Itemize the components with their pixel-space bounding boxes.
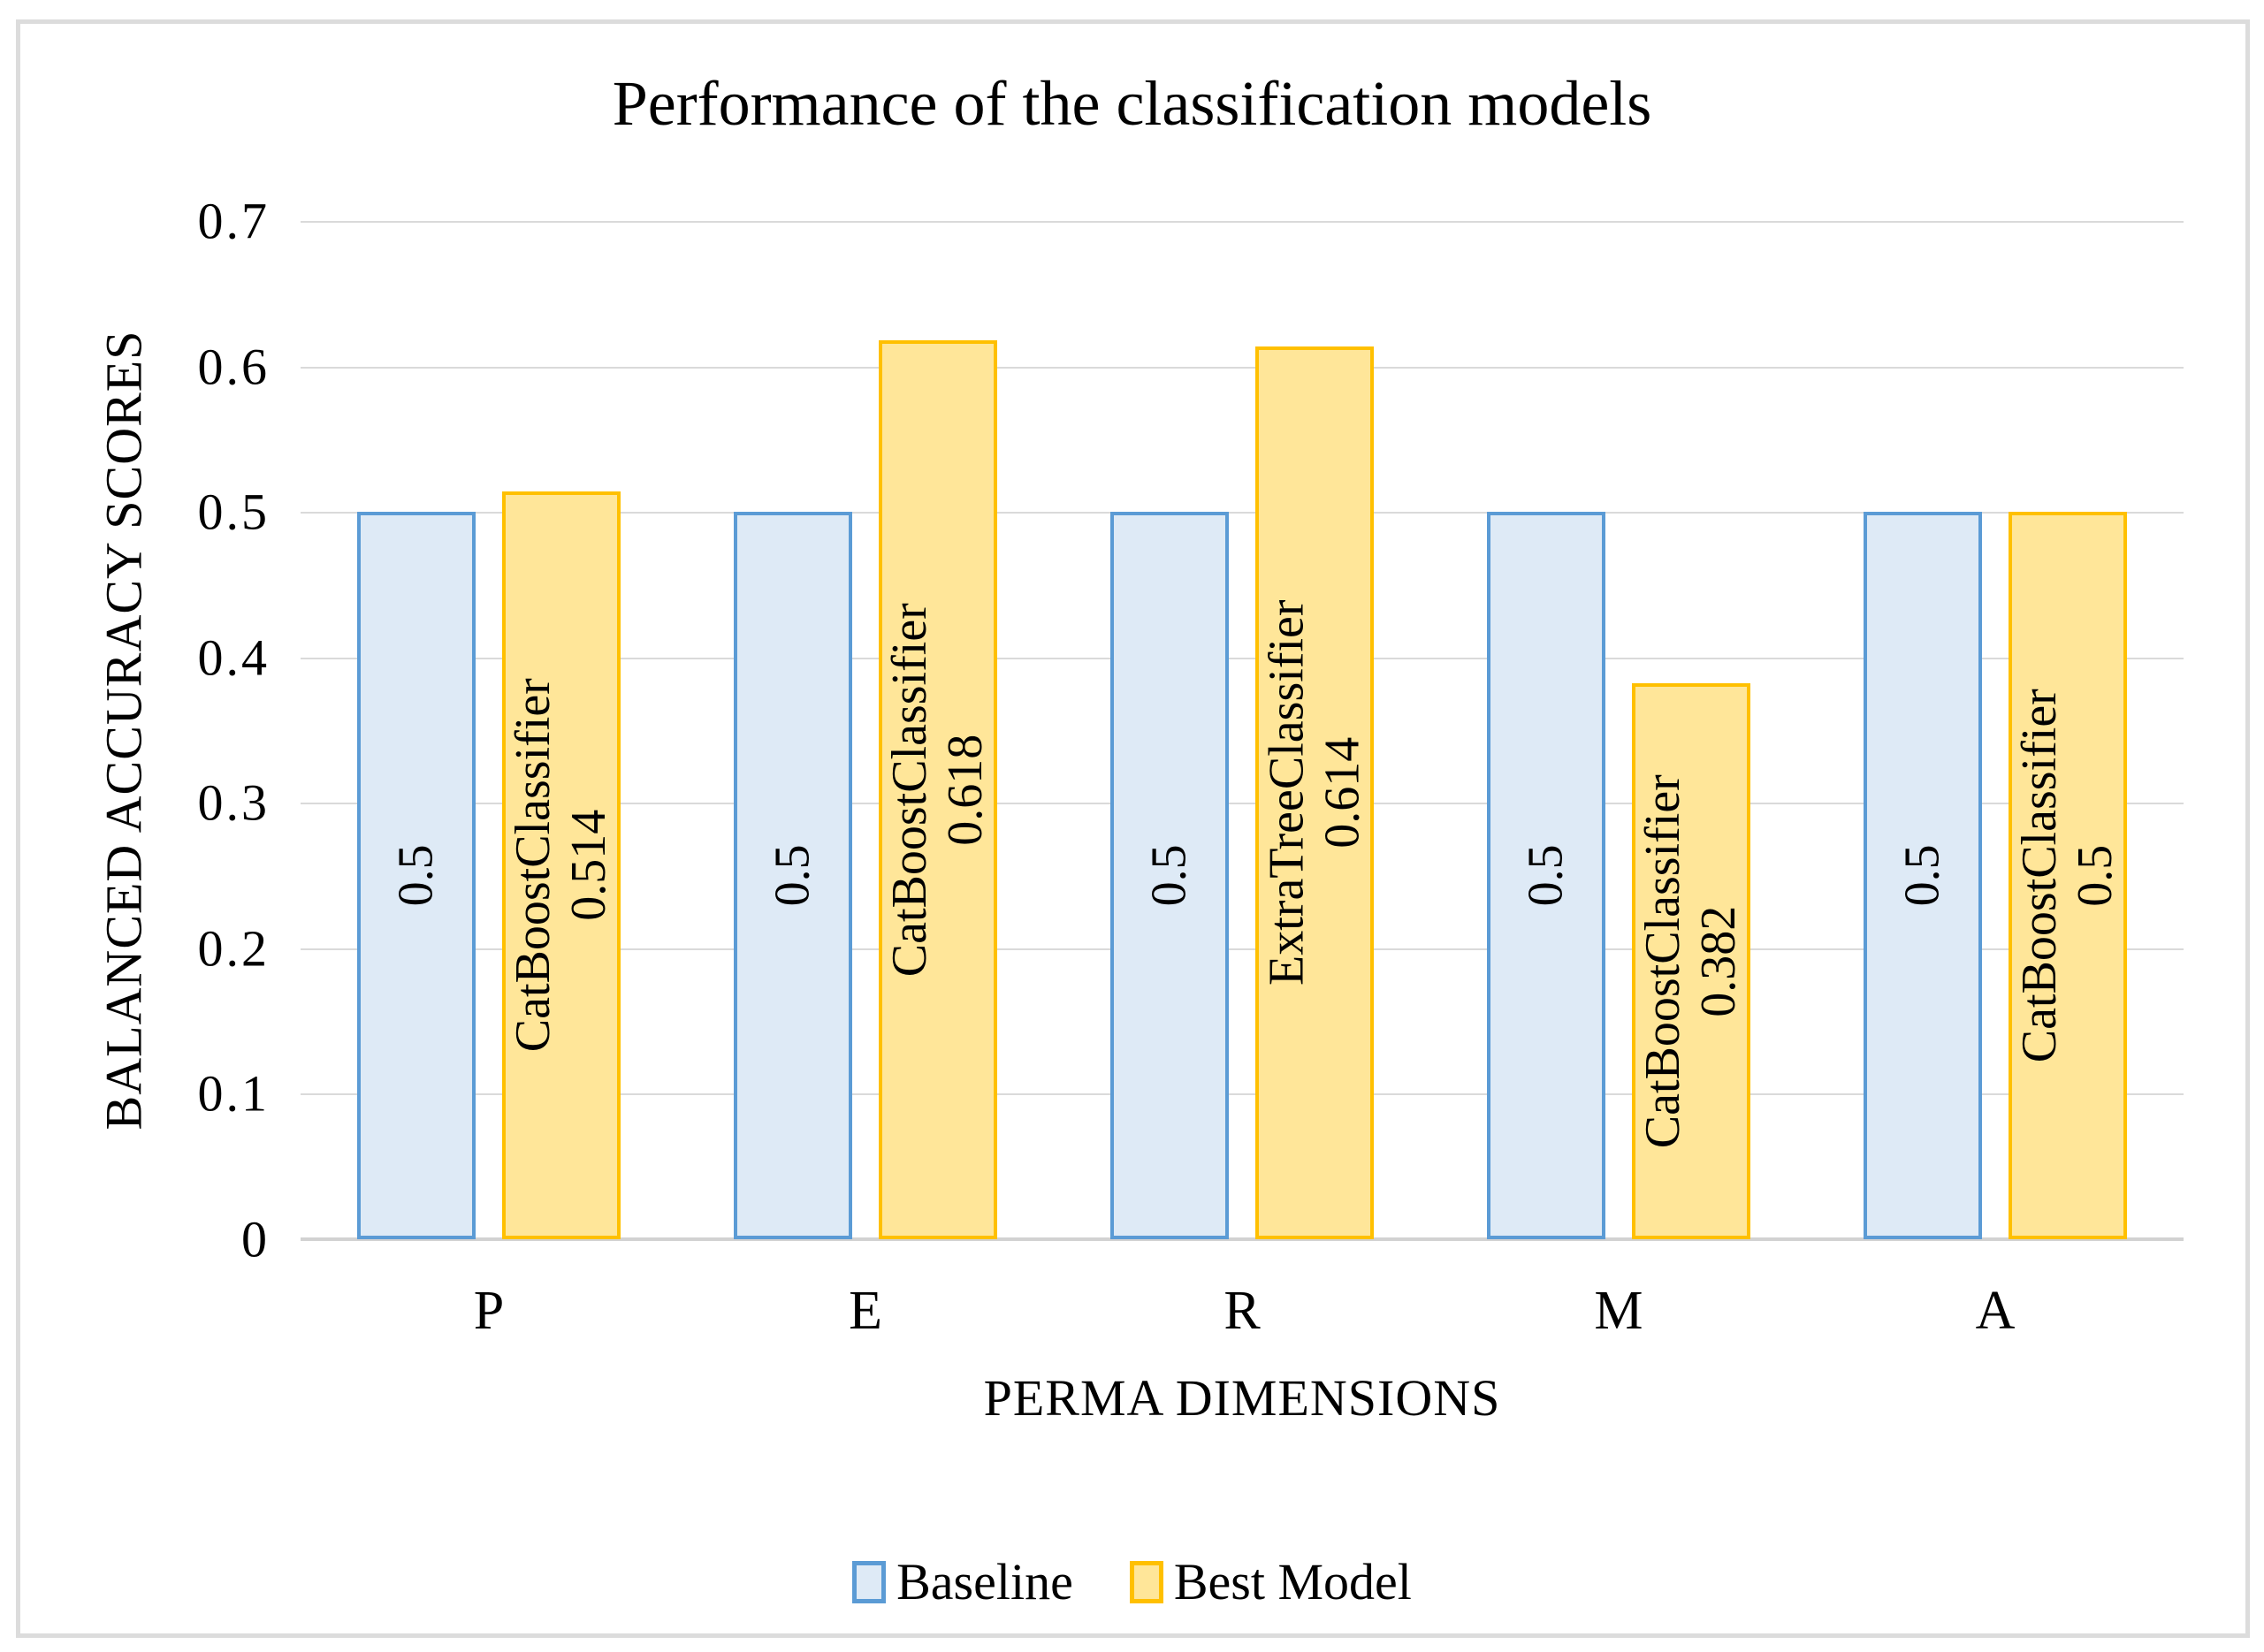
model-name-label: CatBoostClassifier	[1635, 773, 1691, 1149]
model-name-label: CatBoostClassifier	[506, 678, 561, 1053]
bar-best-model-M: CatBoostClassifier 0.382	[1632, 683, 1750, 1239]
legend-label: Best Model	[1173, 1553, 1412, 1610]
gridline	[301, 512, 2184, 514]
y-tick-label: 0.3	[197, 773, 270, 832]
x-tick-label-M: M	[1594, 1281, 1643, 1341]
bar-label-baseline-R: 0.5	[1142, 845, 1198, 907]
x-axis-title: PERMA DIMENSIONS	[983, 1369, 1501, 1427]
bar-baseline-M: 0.5	[1487, 512, 1605, 1239]
gridline	[301, 948, 2184, 950]
x-tick-label-P: P	[473, 1281, 505, 1341]
baseline-value-label: 0.5	[1141, 844, 1197, 907]
bar-label-best-model-P: CatBoostClassifier 0.514	[506, 678, 616, 1052]
model-value-label: 0.618	[938, 734, 993, 846]
gridline	[301, 658, 2184, 659]
gridline	[301, 803, 2184, 804]
legend: Baseline Best Model	[0, 1552, 2264, 1611]
model-value-label: 0.382	[1691, 905, 1746, 1017]
bar-label-best-model-M: CatBoostClassifier 0.382	[1635, 774, 1746, 1148]
x-tick-label-A: A	[1975, 1281, 2016, 1341]
legend-swatch	[1129, 1560, 1163, 1603]
baseline-value-label: 0.5	[765, 844, 820, 907]
y-tick-label: 0.1	[197, 1064, 270, 1123]
baseline-value-label: 0.5	[1518, 844, 1574, 907]
baseline-value-label: 0.5	[388, 844, 444, 907]
bar-label-best-model-E: CatBoostClassifier 0.618	[882, 603, 993, 977]
bar-label-baseline-M: 0.5	[1519, 845, 1574, 907]
gridline	[301, 1093, 2184, 1095]
model-value-label: 0.5	[2068, 844, 2123, 907]
bar-label-best-model-A: CatBoostClassifier 0.5	[2012, 689, 2123, 1062]
model-name-label: CatBoostClassifier	[2012, 688, 2068, 1063]
y-axis-title: BALANCED ACCURACY SCORES	[95, 330, 153, 1131]
bar-label-baseline-E: 0.5	[766, 845, 821, 907]
chart-title: Performance of the classification models	[612, 68, 1652, 139]
bar-best-model-P: CatBoostClassifier 0.514	[502, 491, 621, 1239]
model-name-label: ExtraTreeClassifier	[1259, 599, 1315, 986]
x-tick-label-E: E	[849, 1281, 882, 1341]
bar-baseline-E: 0.5	[734, 512, 852, 1239]
x-axis-line	[301, 1237, 2184, 1241]
y-tick-label: 0.7	[197, 192, 270, 250]
bar-baseline-R: 0.5	[1110, 512, 1229, 1239]
bar-label-baseline-A: 0.5	[1895, 845, 1951, 907]
y-tick-label: 0.5	[197, 483, 270, 541]
plot-area: 0.5 CatBoostClassifier 0.514 0.5 CatBoostCla…	[301, 221, 2184, 1241]
y-tick-label: 0.6	[197, 338, 270, 396]
bar-label-baseline-P: 0.5	[389, 845, 445, 907]
bar-best-model-A: CatBoostClassifier 0.5	[2009, 512, 2127, 1239]
y-tick-label: 0.4	[197, 628, 270, 687]
bar-label-best-model-R: ExtraTreeClassifier 0.614	[1259, 600, 1369, 986]
model-name-label: CatBoostClassifier	[882, 602, 938, 978]
chart-frame	[16, 19, 2250, 1638]
legend-label: Baseline	[896, 1553, 1073, 1610]
legend-swatch	[852, 1560, 887, 1603]
bar-best-model-R: ExtraTreeClassifier 0.614	[1255, 346, 1374, 1239]
model-value-label: 0.614	[1315, 737, 1369, 849]
y-tick-label: 0.2	[197, 919, 270, 978]
bar-best-model-E: CatBoostClassifier 0.618	[879, 340, 997, 1239]
bar-baseline-A: 0.5	[1864, 512, 1982, 1239]
legend-item-baseline: Baseline	[852, 1552, 1073, 1611]
legend-item-best-model: Best Model	[1129, 1552, 1412, 1611]
gridline	[301, 221, 2184, 223]
baseline-value-label: 0.5	[1894, 844, 1950, 907]
model-value-label: 0.514	[561, 810, 616, 921]
x-tick-label-R: R	[1223, 1281, 1261, 1341]
gridline	[301, 367, 2184, 369]
bar-baseline-P: 0.5	[357, 512, 476, 1239]
y-tick-label: 0	[241, 1210, 270, 1268]
